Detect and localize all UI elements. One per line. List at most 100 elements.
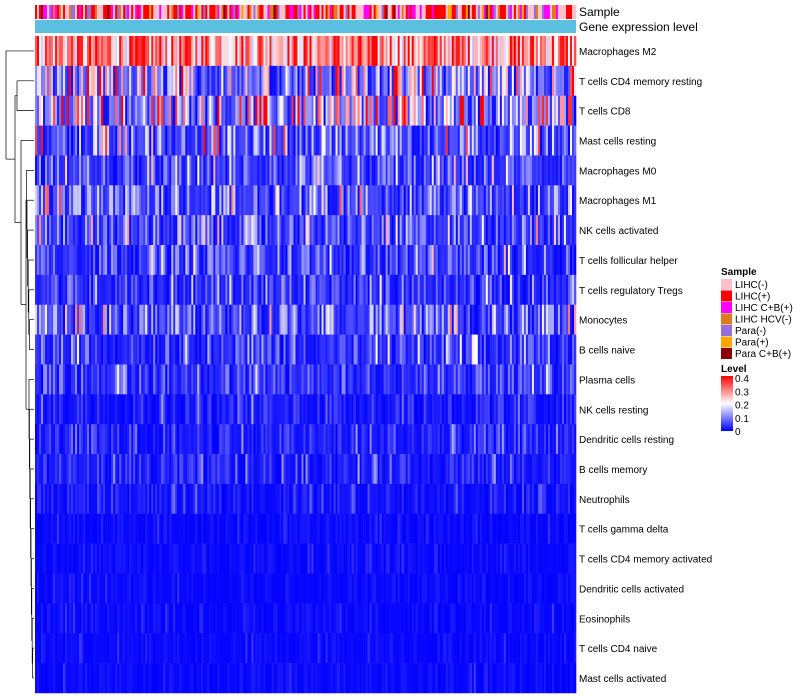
heatmap-cell bbox=[59, 304, 62, 335]
heatmap-cell bbox=[219, 125, 222, 156]
heatmap-cell bbox=[313, 215, 316, 246]
heatmap-cell bbox=[89, 245, 92, 276]
sample-annotation-cell bbox=[533, 5, 537, 19]
heatmap-cell bbox=[297, 215, 300, 246]
heatmap-cell bbox=[117, 454, 120, 485]
heatmap-cell bbox=[93, 304, 96, 335]
heatmap-cell bbox=[153, 125, 156, 156]
sample-annotation-cell bbox=[399, 5, 402, 19]
heatmap-cell bbox=[223, 424, 226, 455]
heatmap-cell bbox=[551, 155, 555, 186]
heatmap-cell bbox=[81, 543, 84, 574]
heatmap-cell bbox=[289, 513, 292, 544]
heatmap-cell bbox=[115, 394, 118, 425]
heatmap-cell bbox=[487, 185, 491, 216]
heatmap-cell bbox=[81, 215, 84, 246]
heatmap-cell bbox=[341, 185, 344, 216]
heatmap-cell bbox=[487, 513, 491, 544]
heatmap-cell bbox=[329, 125, 332, 156]
heatmap-cell bbox=[181, 304, 184, 335]
heatmap-cell bbox=[77, 245, 80, 276]
heatmap-cell bbox=[303, 483, 306, 515]
heatmap-cell bbox=[261, 334, 264, 365]
heatmap-cell bbox=[135, 274, 138, 306]
heatmap-cell bbox=[401, 215, 404, 246]
heatmap-cell bbox=[485, 65, 489, 97]
heatmap-cell bbox=[501, 513, 505, 544]
heatmap-cell bbox=[395, 65, 398, 97]
heatmap-cell bbox=[383, 364, 386, 395]
sample-annotation-cell bbox=[339, 5, 342, 19]
heatmap-cell bbox=[341, 65, 344, 97]
heatmap-cell bbox=[329, 215, 332, 246]
heatmap-cell bbox=[109, 185, 112, 216]
heatmap-cell bbox=[349, 394, 352, 425]
heatmap-cell bbox=[39, 274, 42, 306]
heatmap-cell bbox=[135, 215, 138, 246]
heatmap-cell bbox=[513, 245, 517, 276]
heatmap-cell bbox=[223, 513, 226, 544]
heatmap-cell bbox=[203, 334, 206, 365]
heatmap-cell bbox=[133, 245, 136, 276]
heatmap-cell bbox=[441, 364, 445, 395]
heatmap-cell bbox=[423, 36, 427, 67]
heatmap-cell bbox=[409, 274, 412, 306]
sample-annotation-cell bbox=[201, 5, 204, 19]
heatmap-cell bbox=[373, 483, 376, 515]
heatmap-cell bbox=[527, 95, 531, 126]
heatmap-cell bbox=[503, 334, 507, 365]
heatmap-cell bbox=[419, 245, 423, 276]
heatmap-cell bbox=[241, 185, 244, 216]
heatmap-cell bbox=[405, 245, 408, 276]
heatmap-cell bbox=[413, 334, 416, 365]
heatmap-cell bbox=[413, 364, 416, 395]
heatmap-cell bbox=[467, 304, 471, 335]
heatmap-cell bbox=[117, 185, 120, 216]
heatmap-cell bbox=[453, 245, 457, 276]
heatmap-cell bbox=[319, 483, 322, 515]
heatmap-cell bbox=[563, 394, 567, 425]
heatmap-cell bbox=[191, 334, 194, 365]
heatmap-cell bbox=[545, 454, 549, 485]
heatmap-cell bbox=[453, 125, 457, 156]
heatmap-cell bbox=[397, 424, 400, 455]
sample-annotation-cell bbox=[55, 5, 58, 19]
heatmap-cell bbox=[259, 304, 262, 335]
heatmap-cell bbox=[457, 36, 461, 67]
heatmap-cell bbox=[407, 245, 410, 276]
sample-annotation-cell bbox=[169, 5, 172, 19]
heatmap-cell bbox=[67, 215, 70, 246]
heatmap-cell bbox=[211, 424, 214, 455]
sample-annotation-cell bbox=[319, 5, 322, 19]
heatmap-cell bbox=[267, 185, 270, 216]
heatmap-cell bbox=[343, 215, 346, 246]
heatmap-cell bbox=[141, 125, 144, 156]
heatmap-cell bbox=[363, 304, 366, 335]
heatmap-cell bbox=[199, 65, 202, 97]
heatmap-cell bbox=[541, 304, 545, 335]
sample-annotation-cell bbox=[103, 5, 106, 19]
heatmap-cell bbox=[489, 95, 493, 126]
heatmap-cell bbox=[279, 364, 282, 395]
heatmap-cell bbox=[125, 245, 128, 276]
heatmap-cell bbox=[229, 245, 232, 276]
heatmap-cell bbox=[441, 483, 445, 515]
sample-annotation-cell bbox=[457, 5, 461, 19]
heatmap-cell bbox=[189, 513, 192, 544]
heatmap-cell bbox=[493, 424, 497, 455]
heatmap-cell bbox=[233, 483, 236, 515]
heatmap-cell bbox=[327, 513, 330, 544]
heatmap-cell bbox=[365, 334, 368, 365]
heatmap-row bbox=[35, 155, 577, 186]
heatmap-cell bbox=[361, 513, 364, 544]
heatmap-cell bbox=[251, 513, 254, 544]
heatmap-cell bbox=[133, 483, 136, 515]
heatmap-cell bbox=[445, 185, 449, 216]
sample-annotation-cell bbox=[315, 5, 318, 19]
heatmap-cell bbox=[445, 245, 449, 276]
sample-annotation-cell bbox=[323, 5, 326, 19]
heatmap-cell bbox=[227, 36, 230, 67]
heatmap-cell bbox=[487, 454, 491, 485]
heatmap-cell bbox=[143, 185, 146, 216]
heatmap-cell bbox=[165, 304, 168, 335]
